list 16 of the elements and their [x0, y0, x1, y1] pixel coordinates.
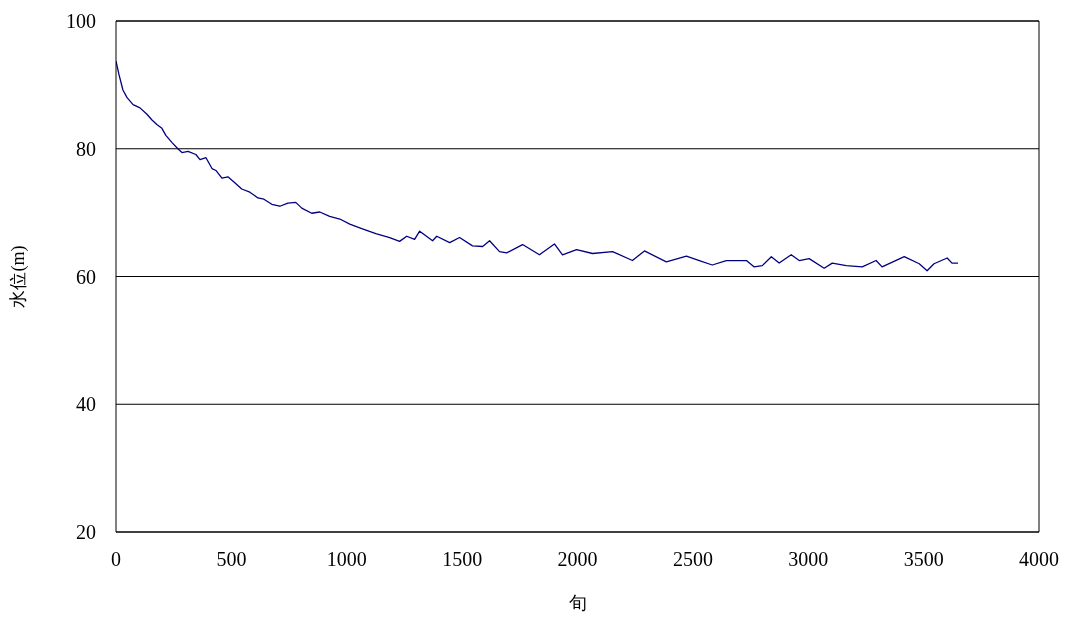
y-tick-label: 60: [76, 265, 96, 288]
x-tick-label: 4000: [1019, 548, 1059, 571]
y-tick-label: 40: [76, 393, 96, 416]
x-tick-label: 3000: [788, 548, 829, 571]
x-tick-label: 500: [216, 548, 247, 571]
x-tick-label: 2500: [672, 548, 713, 571]
x-tick-label: 0: [111, 548, 121, 571]
x-axis-title: 旬: [568, 593, 587, 613]
x-tick-label: 3500: [903, 548, 944, 571]
y-tick-label: 80: [76, 137, 96, 160]
x-tick-label: 2000: [557, 548, 598, 571]
x-tick-label: 1500: [442, 548, 483, 571]
y-tick-label: 100: [66, 10, 96, 33]
y-tick-label: 20: [76, 521, 96, 544]
x-tick-label: 1000: [326, 548, 367, 571]
y-axis-title: 水位(m): [8, 245, 30, 308]
